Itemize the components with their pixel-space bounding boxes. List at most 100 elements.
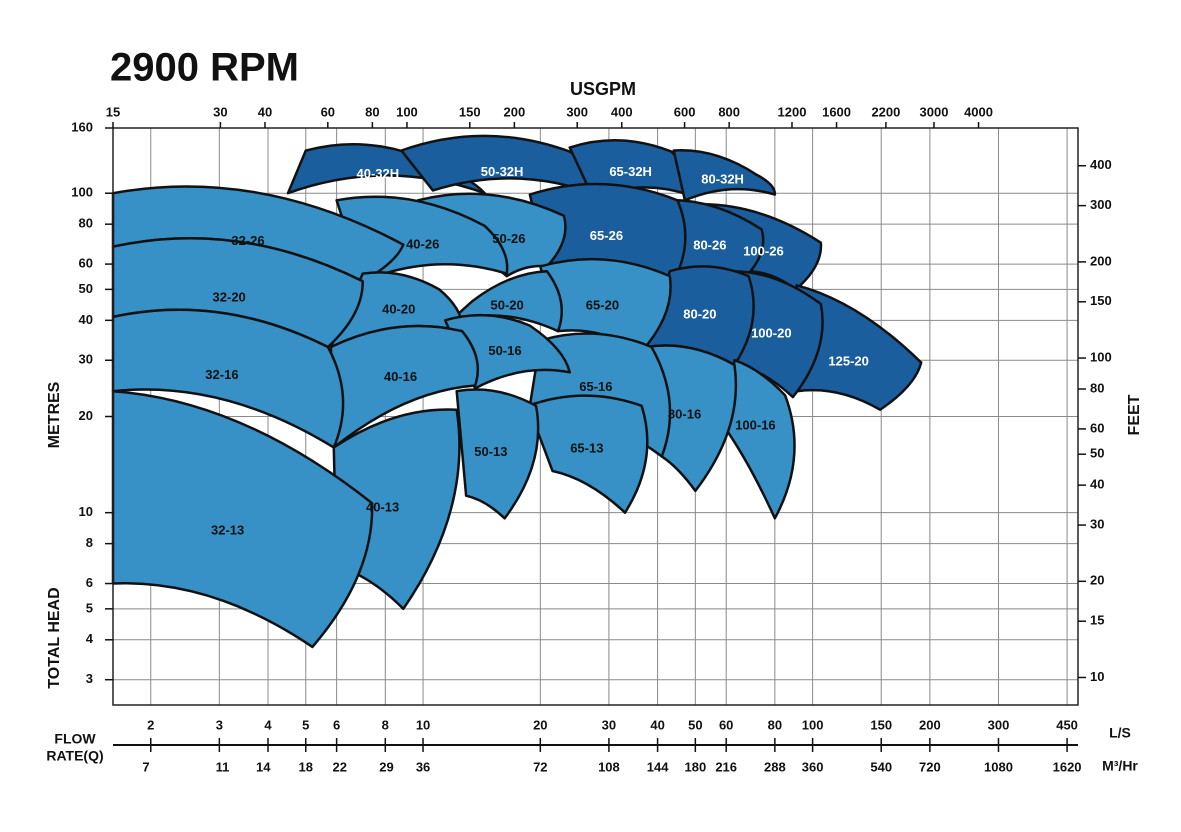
x-tick-label: 60	[719, 717, 733, 732]
pump-region	[645, 344, 738, 493]
y2-label: FEET	[1126, 394, 1143, 435]
x-tick-label: 450	[1056, 717, 1078, 732]
y2-tick-label: 150	[1090, 293, 1112, 308]
region-label: 65-16	[579, 379, 612, 394]
pump-region	[111, 308, 345, 449]
y-tick-label: 100	[71, 185, 93, 200]
pump-region	[111, 389, 374, 649]
x-tick-label: 3	[216, 717, 223, 732]
axes: 3 4 5 6 8 10 20 30 40 50 60 80 100 160 10 15 20 30 40 50 60 8…	[71, 104, 1111, 774]
pump-region	[672, 149, 777, 202]
x-unit: L/S	[1109, 725, 1131, 741]
x2-tick-label: 7	[142, 759, 149, 774]
x3-tick-label: 150	[459, 104, 481, 119]
x2-tick-label: 18	[299, 759, 313, 774]
y-tick-label: 160	[71, 119, 93, 134]
pump-region	[455, 388, 540, 520]
y2-tick-label: 40	[1090, 477, 1104, 492]
x2-tick-label: 288	[764, 759, 786, 774]
x-tick-label: 30	[602, 717, 616, 732]
region-label: 32-20	[213, 289, 246, 304]
x2-tick-label: 14	[256, 759, 271, 774]
x3-tick-label: 1600	[822, 104, 851, 119]
x3-tick-label: 2200	[871, 104, 900, 119]
y-tick-label: 60	[79, 256, 93, 271]
x2-tick-label: 36	[416, 759, 430, 774]
y-tick-label: 20	[79, 408, 93, 423]
region-label: 65-26	[590, 228, 623, 243]
pump-region	[329, 324, 480, 449]
x3-tick-label: 1200	[778, 104, 807, 119]
x-tick-label: 8	[382, 717, 389, 732]
y-tick-label: 10	[79, 504, 93, 519]
regions: 40-32H 50-32H 65-32H 80-32H 100-26 80-26 65-26…	[111, 134, 923, 649]
x2-tick-label: 1620	[1053, 759, 1082, 774]
x2-tick-label: 360	[802, 759, 824, 774]
y2-tick-label: 20	[1090, 573, 1104, 588]
region-label: 65-13	[570, 440, 603, 455]
y2-tick-label: 60	[1090, 420, 1104, 435]
x2-tick-label: 72	[533, 759, 547, 774]
y-tick-label: 40	[79, 312, 93, 327]
region-label: 40-26	[406, 237, 439, 252]
y2-tick-label: 100	[1090, 349, 1112, 364]
region-label: 50-16	[488, 343, 521, 358]
region-label: 32-16	[205, 367, 238, 382]
x3-tick-label: 300	[566, 104, 588, 119]
x-tick-label: 10	[416, 717, 430, 732]
region-label: 100-20	[751, 326, 791, 341]
region-label: 32-13	[211, 523, 244, 538]
region-label: 100-16	[735, 418, 775, 433]
x3-tick-label: 400	[611, 104, 633, 119]
x-label: FLOW	[54, 731, 96, 747]
x-tick-label: 100	[802, 717, 824, 732]
region-label: 65-20	[586, 298, 619, 313]
x2-unit: M³/Hr	[1102, 758, 1138, 774]
y-tick-label: 8	[86, 535, 93, 550]
region-label: 40-20	[382, 302, 415, 317]
x2-tick-label: 216	[715, 759, 737, 774]
y-tick-label: 80	[79, 216, 93, 231]
y-tick-label: 6	[86, 575, 93, 590]
y2-tick-label: 300	[1090, 197, 1112, 212]
x2-tick-label: 22	[332, 759, 346, 774]
usgpm-label: USGPM	[570, 79, 636, 99]
y-tick-label: 4	[86, 631, 94, 646]
x3-tick-label: 30	[213, 104, 227, 119]
y-label: TOTAL HEAD	[46, 587, 63, 688]
x-tick-label: 300	[988, 717, 1010, 732]
region-label: 80-32H	[701, 172, 744, 187]
y2-tick-label: 50	[1090, 446, 1104, 461]
x3-tick-label: 200	[504, 104, 526, 119]
pump-region	[726, 358, 796, 520]
region-label: 125-20	[828, 354, 868, 369]
y-tick-label: 3	[86, 671, 93, 686]
x2-tick-label: 180	[684, 759, 706, 774]
x3-tick-label: 100	[396, 104, 418, 119]
region-label: 50-26	[492, 231, 525, 246]
x3-tick-label: 3000	[920, 104, 949, 119]
y2-tick-label: 10	[1090, 669, 1104, 684]
y2-tick-label: 200	[1090, 253, 1112, 268]
x2-tick-label: 144	[647, 759, 669, 774]
x3-tick-label: 15	[106, 104, 120, 119]
x-tick-label: 20	[533, 717, 547, 732]
x3-tick-label: 800	[718, 104, 740, 119]
region-label: 100-26	[743, 243, 783, 258]
x2-tick-label: 1080	[984, 759, 1013, 774]
y-tick-label: 30	[79, 352, 93, 367]
x2-tick-label: 720	[919, 759, 941, 774]
y-tick-label: 50	[79, 281, 93, 296]
region-label: 40-16	[384, 369, 417, 384]
x3-tick-label: 40	[258, 104, 272, 119]
y-tick-label: 5	[86, 600, 93, 615]
x-tick-label: 150	[870, 717, 892, 732]
x2-tick-label: 11	[216, 759, 230, 774]
y2-tick-label: 400	[1090, 157, 1112, 172]
x2-tick-label: 540	[870, 759, 892, 774]
region-label: 65-32H	[609, 164, 652, 179]
x3-tick-label: 60	[321, 104, 335, 119]
x-tick-label: 200	[919, 717, 941, 732]
pump-region	[286, 143, 486, 195]
y2-tick-label: 15	[1090, 613, 1104, 628]
